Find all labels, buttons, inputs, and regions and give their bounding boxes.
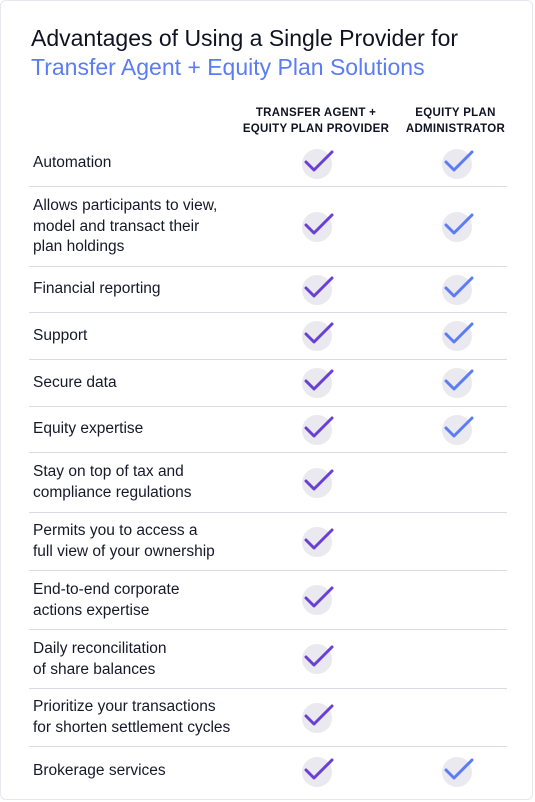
row-label: Allows participants to view, model and tr… — [33, 196, 217, 258]
page-title: Advantages of Using a Single Provider fo… — [31, 25, 459, 51]
row-label: Daily reconcilitation of share balances — [33, 639, 167, 680]
checkmark-icon — [444, 213, 474, 235]
column-header-administrator: EQUITY PLAN ADMINISTRATOR — [398, 105, 513, 137]
table-row: Support — [29, 313, 507, 360]
administrator-check — [442, 415, 474, 445]
row-label-line: for shorten settlement cycles — [33, 718, 231, 736]
row-label-line: Automation — [33, 154, 112, 171]
row-label-line: Support — [33, 327, 88, 344]
checkmark-icon — [304, 469, 334, 491]
row-label-line: Financial reporting — [33, 280, 161, 297]
row-label-line: Allows participants to view, — [33, 197, 218, 214]
row-label-line: model and transact their — [33, 217, 200, 235]
row-label-line: Permits you to access a — [33, 522, 198, 539]
checkmark-icon — [304, 758, 334, 780]
row-label: Prioritize your transactions for shorten … — [33, 697, 230, 738]
provider-check — [302, 415, 334, 445]
row-label-line: Brokerage services — [33, 762, 166, 779]
administrator-check — [442, 212, 474, 242]
administrator-check — [442, 275, 474, 305]
row-label: End-to-end corporate actions expertise — [33, 580, 179, 621]
page-subtitle: Transfer Agent + Equity Plan Solutions — [31, 54, 425, 80]
checkmark-icon — [304, 645, 334, 667]
provider-check — [302, 585, 334, 615]
checkmark-icon — [444, 416, 474, 438]
provider-check — [302, 149, 334, 179]
table-row: Prioritize your transactions for shorten … — [29, 689, 507, 747]
checkmark-icon — [304, 150, 334, 172]
row-label-line: actions expertise — [33, 601, 150, 619]
row-label: Secure data — [33, 373, 117, 394]
checkmark-icon — [304, 704, 334, 726]
table-row: Allows participants to view, model and tr… — [29, 187, 507, 267]
table-row: Financial reporting — [29, 267, 507, 313]
table-row: Equity expertise — [29, 407, 507, 453]
row-label-line: End-to-end corporate — [33, 581, 180, 598]
administrator-check — [442, 149, 474, 179]
table-row: Brokerage services — [29, 747, 507, 796]
table-row: Permits you to access a full view of your… — [29, 513, 507, 571]
row-label-line: compliance regulations — [33, 483, 192, 501]
checkmark-icon — [304, 416, 334, 438]
table-row: Daily reconcilitation of share balances — [29, 630, 507, 689]
column-header-provider: TRANSFER AGENT + EQUITY PLAN PROVIDER — [231, 105, 401, 137]
column-header-provider-line2: EQUITY PLAN PROVIDER — [242, 123, 390, 135]
row-label: Brokerage services — [33, 761, 166, 782]
provider-check — [302, 321, 334, 351]
row-label: Financial reporting — [33, 279, 161, 300]
administrator-check — [442, 321, 474, 351]
row-label-line: full view of your ownership — [33, 542, 215, 560]
column-header-administrator-line1: EQUITY PLAN — [415, 107, 496, 119]
provider-check — [302, 644, 334, 674]
row-label: Automation — [33, 153, 111, 174]
checkmark-icon — [304, 276, 334, 298]
table-row: End-to-end corporate actions expertise — [29, 571, 507, 630]
provider-check — [302, 368, 334, 398]
row-label-line: Stay on top of tax and — [33, 463, 184, 480]
checkmark-icon — [304, 586, 334, 608]
provider-check — [302, 527, 334, 557]
column-header-administrator-line2: ADMINISTRATOR — [405, 123, 506, 135]
checkmark-icon — [444, 276, 474, 298]
checkmark-icon — [444, 322, 474, 344]
row-label: Stay on top of tax and compliance regulat… — [33, 462, 192, 503]
table-row: Automation — [29, 141, 507, 187]
row-label: Equity expertise — [33, 419, 143, 440]
row-label-line: Equity expertise — [33, 420, 144, 437]
row-label-line: plan holdings — [33, 238, 125, 255]
checkmark-icon — [304, 528, 334, 550]
row-label-line: of share balances — [33, 660, 156, 678]
checkmark-icon — [304, 322, 334, 344]
checkmark-icon — [304, 369, 334, 391]
table-row: Secure data — [29, 360, 507, 407]
provider-check — [302, 275, 334, 305]
table-row: Stay on top of tax and compliance regulat… — [29, 453, 507, 513]
row-label: Support — [33, 326, 87, 347]
row-label-line: Daily reconcilitation — [33, 640, 167, 657]
row-label: Permits you to access a full view of your… — [33, 521, 215, 562]
provider-check — [302, 757, 334, 787]
checkmark-icon — [444, 369, 474, 391]
column-header-provider-line1: TRANSFER AGENT + — [255, 107, 377, 119]
checkmark-icon — [444, 758, 474, 780]
administrator-check — [442, 757, 474, 787]
provider-check — [302, 212, 334, 242]
checkmark-icon — [444, 150, 474, 172]
provider-check — [302, 468, 334, 498]
provider-check — [302, 703, 334, 733]
row-label-line: Secure data — [33, 374, 117, 391]
row-label-line: Prioritize your transactions — [33, 698, 216, 715]
administrator-check — [442, 368, 474, 398]
checkmark-icon — [304, 213, 334, 235]
